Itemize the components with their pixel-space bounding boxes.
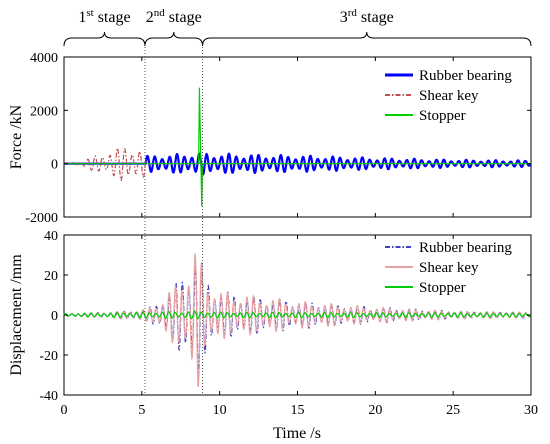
force-y-axis-label: Force /kN: [8, 104, 25, 169]
series-stopper-line: [64, 87, 531, 207]
displacement-panel: -40 -20 0 20 40 0 5 10 15 20 25 30 Displacement /m…: [8, 57, 538, 442]
stage-number: 3: [340, 9, 348, 26]
force-legend: Rubber bearing Shear key Stopper: [385, 68, 512, 124]
stage-word: stage: [165, 9, 202, 26]
y-tick-label: 40: [44, 229, 58, 244]
x-tick-label: 25: [446, 403, 460, 418]
legend-label: Shear key: [419, 260, 479, 276]
x-axis-label: Time /s: [273, 425, 321, 442]
series-path: [63, 310, 532, 320]
force-y-ticks: -2000 0 2000 4000: [25, 51, 531, 226]
y-tick-label: 0: [51, 158, 58, 173]
stage-ordinal-suffix: rd: [348, 7, 358, 19]
displacement-series-lines: [63, 253, 532, 388]
legend-label: Rubber bearing: [419, 68, 512, 84]
legend-label: Stopper: [419, 280, 466, 296]
stage-label: 2nd stage: [146, 7, 202, 26]
y-tick-label: -2000: [25, 211, 58, 226]
series-stopper-line: [63, 310, 532, 320]
legend-label: Stopper: [419, 108, 466, 124]
displacement-y-axis-label: Displacement /mm: [8, 254, 25, 376]
y-tick-label: -40: [39, 389, 58, 404]
x-tick-label: 0: [61, 403, 68, 418]
displacement-x-ticks: 0 5 10 15 20 25 30: [61, 57, 538, 418]
y-tick-label: 20: [44, 269, 58, 284]
stage-number: 1: [78, 9, 86, 26]
y-tick-label: -20: [39, 349, 58, 364]
series-path: [64, 87, 531, 207]
force-plot-frame: [63, 56, 532, 218]
stage-number: 2: [146, 9, 154, 26]
x-tick-label: 15: [291, 403, 305, 418]
stage-brace: [144, 31, 204, 47]
stage-annotations: 1st stage 2nd stage 3rd stage: [63, 7, 532, 47]
stage-ordinal-suffix: st: [86, 7, 93, 19]
stage-word: stage: [357, 9, 394, 26]
force-series-lines: [63, 87, 532, 207]
x-tick-label: 20: [368, 403, 382, 418]
y-tick-label: 0: [51, 309, 58, 324]
stage-ordinal-suffix: nd: [154, 7, 166, 19]
x-tick-label: 30: [524, 403, 538, 418]
legend-label: Shear key: [419, 88, 479, 104]
force-panel: -2000 0 2000 4000 Force /kN Rubber bearing S…: [8, 51, 532, 226]
stage-label: 3rd stage: [340, 7, 394, 26]
y-tick-label: 4000: [30, 51, 58, 66]
legend-label: Rubber bearing: [419, 240, 512, 256]
stage-label: 1st stage: [78, 7, 130, 26]
displacement-y-ticks: -40 -20 0 20 40: [39, 229, 531, 404]
displacement-legend: Rubber bearing Shear key Stopper: [385, 240, 512, 296]
x-tick-label: 10: [213, 403, 227, 418]
x-tick-label: 5: [138, 403, 145, 418]
y-tick-label: 2000: [30, 104, 58, 119]
stage-word: stage: [94, 9, 131, 26]
stage-brace: [63, 31, 146, 47]
stage-brace: [202, 31, 532, 47]
